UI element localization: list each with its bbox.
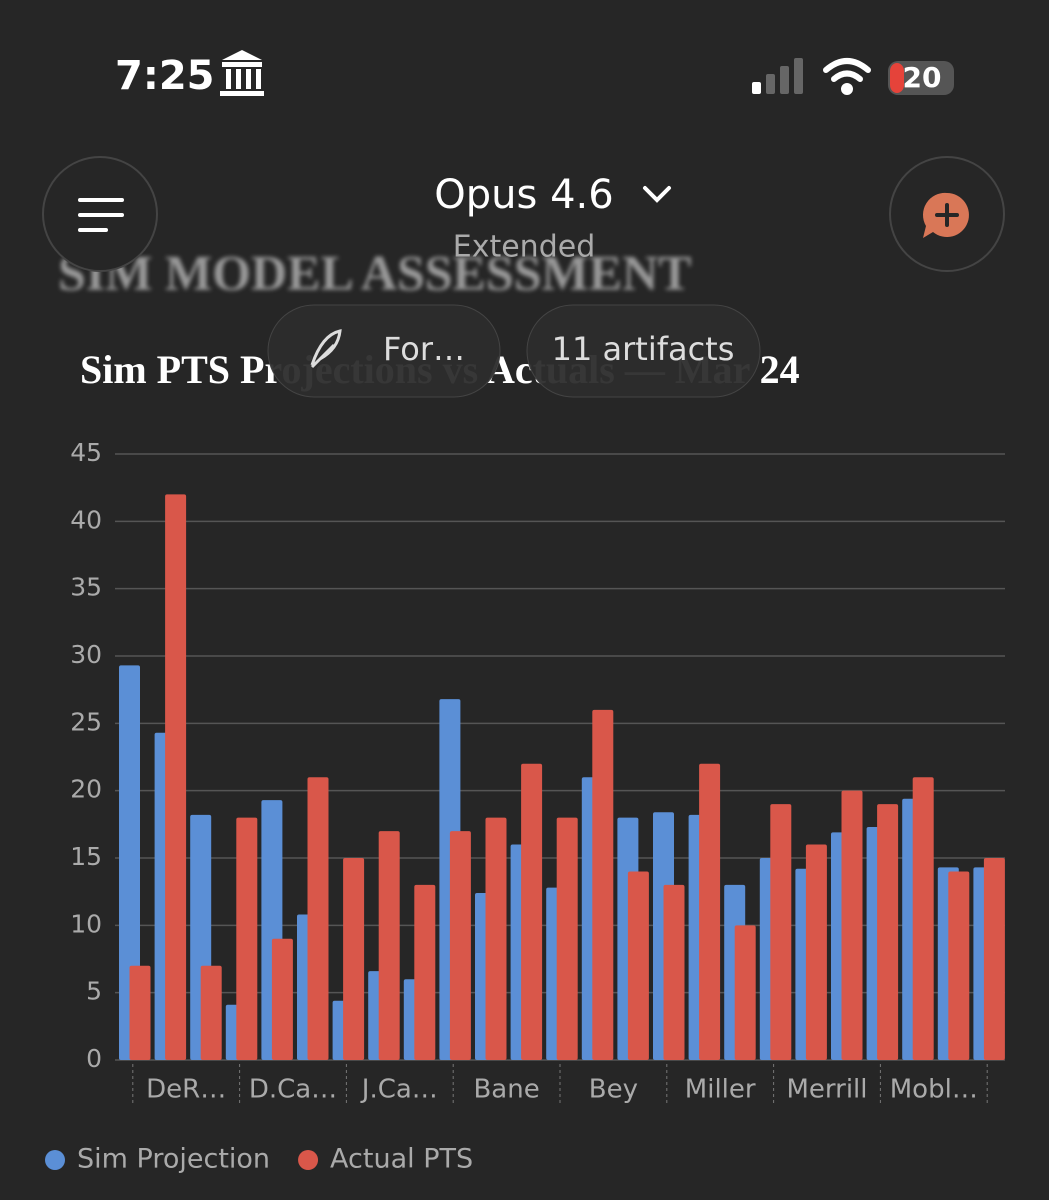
status-time: 7:25 bbox=[115, 53, 215, 99]
y-tick-label: 40 bbox=[70, 505, 102, 534]
style-pill[interactable] bbox=[267, 304, 501, 398]
bank-icon bbox=[220, 50, 264, 96]
bar bbox=[912, 777, 934, 1060]
y-tick-label: 45 bbox=[70, 438, 102, 467]
bar bbox=[805, 844, 827, 1060]
plus-icon bbox=[935, 203, 959, 227]
y-tick-label: 30 bbox=[70, 640, 102, 669]
battery-text: 20 bbox=[903, 61, 942, 94]
bar bbox=[129, 965, 151, 1060]
bar bbox=[485, 817, 507, 1060]
bar bbox=[449, 831, 471, 1060]
x-tick-label: J.Ca… bbox=[360, 1075, 438, 1105]
y-tick-label: 20 bbox=[70, 775, 102, 804]
x-tick-label: Bey bbox=[589, 1075, 638, 1105]
y-tick-label: 25 bbox=[70, 707, 102, 736]
x-tick-label: DeR… bbox=[146, 1075, 226, 1105]
bar bbox=[343, 858, 365, 1060]
bar bbox=[200, 965, 222, 1060]
document-heading: SIM MODEL ASSESSMENT bbox=[58, 244, 692, 300]
bar bbox=[841, 790, 863, 1060]
model-name[interactable]: Opus 4.6 bbox=[434, 172, 613, 218]
style-pill-label[interactable]: For… bbox=[383, 330, 465, 368]
x-tick-label: Bane bbox=[473, 1075, 539, 1105]
artifacts-pill-label[interactable]: 11 artifacts bbox=[552, 330, 735, 368]
bar bbox=[877, 804, 899, 1060]
model-mode: Extended bbox=[453, 230, 596, 265]
bar bbox=[236, 817, 258, 1060]
bar bbox=[119, 665, 140, 1060]
y-tick-label: 0 bbox=[86, 1044, 102, 1073]
menu-icon bbox=[78, 198, 124, 232]
legend-swatch bbox=[298, 1150, 319, 1170]
battery bbox=[888, 61, 954, 95]
bar bbox=[983, 858, 1005, 1060]
feather-icon bbox=[310, 329, 342, 369]
bar bbox=[271, 938, 293, 1060]
bar bbox=[378, 831, 400, 1060]
bar bbox=[663, 884, 685, 1060]
y-tick-label: 15 bbox=[70, 842, 102, 871]
bar bbox=[556, 817, 578, 1060]
bar bbox=[770, 804, 792, 1060]
wifi-icon bbox=[823, 58, 871, 95]
battery-level bbox=[890, 63, 904, 93]
x-tick-label: Mobl… bbox=[890, 1075, 978, 1105]
artifacts-pill[interactable] bbox=[526, 304, 761, 398]
bar bbox=[592, 709, 614, 1060]
bar bbox=[414, 884, 436, 1060]
bar bbox=[521, 763, 543, 1060]
y-tick-label: 35 bbox=[70, 573, 102, 602]
bar bbox=[734, 925, 756, 1060]
bar bbox=[627, 871, 649, 1060]
y-tick-label: 10 bbox=[70, 909, 102, 938]
signal-icon bbox=[752, 58, 803, 94]
bar bbox=[165, 494, 187, 1060]
bar bbox=[307, 777, 329, 1060]
x-tick-label: Miller bbox=[685, 1075, 756, 1105]
x-tick-label: Merrill bbox=[786, 1075, 867, 1105]
bar bbox=[699, 763, 721, 1060]
y-tick-label: 5 bbox=[86, 977, 102, 1006]
model-chevron[interactable] bbox=[643, 186, 671, 203]
x-tick-label: D.Ca… bbox=[249, 1075, 337, 1105]
legend-label: Sim Projection bbox=[77, 1144, 270, 1175]
legend-label: Actual PTS bbox=[330, 1144, 473, 1175]
bar bbox=[948, 871, 970, 1060]
legend-swatch bbox=[45, 1150, 65, 1170]
